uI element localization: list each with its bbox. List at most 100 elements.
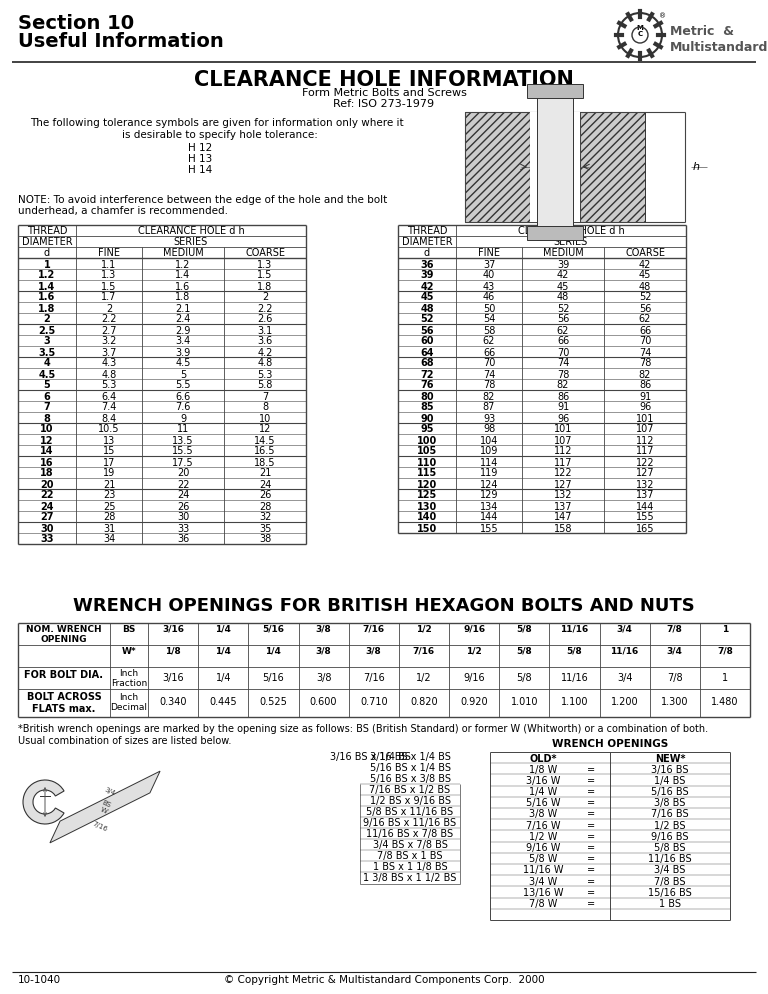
Text: 3.2: 3.2 <box>101 337 117 347</box>
Text: CLEARANCE HOLE INFORMATION: CLEARANCE HOLE INFORMATION <box>194 70 574 90</box>
Text: 3/4 W: 3/4 W <box>528 877 557 887</box>
Text: 1/8: 1/8 <box>165 647 181 656</box>
Text: 3.4: 3.4 <box>175 337 190 347</box>
Text: 122: 122 <box>636 457 654 467</box>
Text: 82: 82 <box>639 370 651 380</box>
Text: BS: BS <box>122 625 136 634</box>
Text: =: = <box>587 776 595 786</box>
Text: 144: 144 <box>480 513 498 523</box>
Text: H 13: H 13 <box>188 154 212 164</box>
Text: 1/2: 1/2 <box>466 647 482 656</box>
Text: 70: 70 <box>483 359 495 369</box>
Text: 76: 76 <box>420 381 434 391</box>
Text: 1.4: 1.4 <box>175 270 190 280</box>
Text: MEDIUM: MEDIUM <box>543 248 584 258</box>
Text: *British wrench openings are marked by the opening size as follows: BS (British : *British wrench openings are marked by t… <box>18 724 708 746</box>
Text: OLD*: OLD* <box>529 753 557 763</box>
Text: 3.6: 3.6 <box>257 337 273 347</box>
Bar <box>527 226 583 240</box>
Text: 28: 28 <box>259 502 271 512</box>
Text: 101: 101 <box>554 424 572 434</box>
Text: 3.1: 3.1 <box>257 325 273 336</box>
Text: 87: 87 <box>483 403 495 413</box>
Text: =: = <box>587 843 595 853</box>
Text: 66: 66 <box>557 337 569 347</box>
Text: 9/16 BS x 11/16 BS: 9/16 BS x 11/16 BS <box>363 818 456 828</box>
Text: H 14: H 14 <box>188 165 212 175</box>
Text: 78: 78 <box>483 381 495 391</box>
Text: 107: 107 <box>554 435 572 445</box>
Text: 1.3: 1.3 <box>257 259 273 269</box>
Text: 4: 4 <box>44 359 51 369</box>
Text: 1/4: 1/4 <box>266 647 281 656</box>
Text: 1.100: 1.100 <box>561 697 588 707</box>
Text: 24: 24 <box>259 479 271 489</box>
Text: 1.8: 1.8 <box>38 303 56 313</box>
Text: 5/16 W: 5/16 W <box>525 798 560 808</box>
Text: 26: 26 <box>177 502 189 512</box>
Text: 134: 134 <box>480 502 498 512</box>
Text: 7/8 W: 7/8 W <box>528 900 557 910</box>
Text: NEW*: NEW* <box>655 753 685 763</box>
Text: is desirable to specify hole tolerance:: is desirable to specify hole tolerance: <box>122 130 318 140</box>
Text: 1 3/8 BS x 1 1/2 BS: 1 3/8 BS x 1 1/2 BS <box>363 873 457 883</box>
Text: 1.7: 1.7 <box>101 292 117 302</box>
Text: 1.300: 1.300 <box>661 697 688 707</box>
Text: FINE: FINE <box>98 248 120 258</box>
Text: FINE: FINE <box>478 248 500 258</box>
Text: 20: 20 <box>177 468 189 478</box>
Text: 127: 127 <box>554 479 572 489</box>
Text: 4.5: 4.5 <box>38 370 55 380</box>
Text: 33: 33 <box>177 524 189 534</box>
Text: 96: 96 <box>557 414 569 423</box>
Text: 1.480: 1.480 <box>711 697 739 707</box>
Text: 119: 119 <box>480 468 498 478</box>
Text: 5/8: 5/8 <box>516 647 532 656</box>
Text: 1/4 BS: 1/4 BS <box>654 776 686 786</box>
Text: 8: 8 <box>262 403 268 413</box>
Text: =: = <box>587 877 595 887</box>
Text: 42: 42 <box>557 270 569 280</box>
Text: 64: 64 <box>420 348 434 358</box>
Text: 9: 9 <box>180 414 186 423</box>
Text: =: = <box>587 809 595 819</box>
Text: 11/16: 11/16 <box>611 647 639 656</box>
Text: 2: 2 <box>106 303 112 313</box>
Text: 1/2: 1/2 <box>416 625 432 634</box>
Text: 124: 124 <box>480 479 498 489</box>
Text: 1.8: 1.8 <box>257 281 273 291</box>
Text: 1.5: 1.5 <box>257 270 273 280</box>
Text: 10: 10 <box>259 414 271 423</box>
Text: 1.5: 1.5 <box>101 281 117 291</box>
Text: 5/8 W: 5/8 W <box>528 854 557 865</box>
Text: 3: 3 <box>44 337 51 347</box>
Text: 11/16: 11/16 <box>561 625 588 634</box>
Text: 36: 36 <box>420 259 434 269</box>
Text: 3/8 BS: 3/8 BS <box>654 798 686 808</box>
Text: 3/16 W: 3/16 W <box>525 776 560 786</box>
Text: 140: 140 <box>417 513 437 523</box>
Text: 7.4: 7.4 <box>101 403 117 413</box>
Text: COARSE: COARSE <box>625 248 665 258</box>
Text: 95: 95 <box>420 424 434 434</box>
Text: 2.2: 2.2 <box>257 303 273 313</box>
Text: 82: 82 <box>483 392 495 402</box>
Text: 60: 60 <box>420 337 434 347</box>
Text: 54: 54 <box>483 314 495 324</box>
Text: 12: 12 <box>40 435 54 445</box>
Text: 72: 72 <box>420 370 434 380</box>
Text: 9/16 BS: 9/16 BS <box>651 832 689 842</box>
Wedge shape <box>23 780 64 824</box>
Text: 112: 112 <box>554 446 572 456</box>
Text: 1/4: 1/4 <box>215 647 231 656</box>
Text: 21: 21 <box>259 468 271 478</box>
Text: 62: 62 <box>639 314 651 324</box>
Bar <box>465 112 530 222</box>
Text: 1: 1 <box>722 625 728 634</box>
Text: 5/8: 5/8 <box>516 625 532 634</box>
Text: 85: 85 <box>420 403 434 413</box>
Text: MEDIUM: MEDIUM <box>163 248 204 258</box>
Text: 0.445: 0.445 <box>210 697 237 707</box>
Text: 1.3: 1.3 <box>101 270 117 280</box>
Text: 1.8: 1.8 <box>175 292 190 302</box>
